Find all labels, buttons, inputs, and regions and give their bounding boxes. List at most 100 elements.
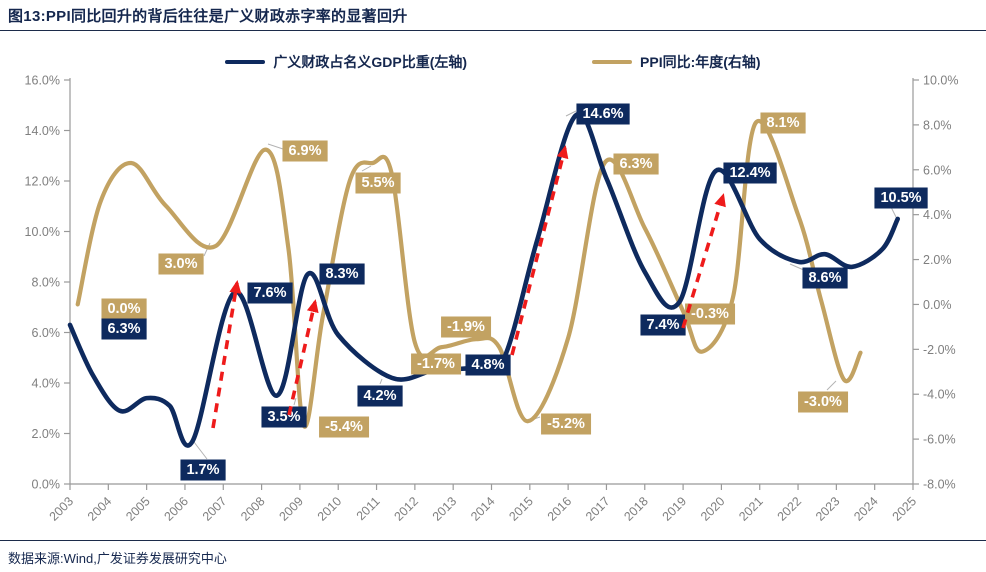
- right-axis-tick-label: -2.0%: [923, 343, 956, 357]
- trend-arrow: [287, 299, 319, 416]
- data-label-text: -0.3%: [691, 306, 729, 322]
- x-axis-tick-label: 2005: [123, 494, 153, 524]
- ppi-line: [75, 118, 863, 429]
- right-axis-tick-label: 8.0%: [923, 118, 952, 132]
- leader-line: [203, 242, 211, 257]
- data-label-box: [576, 103, 630, 125]
- data-label-text: 7.4%: [646, 317, 679, 333]
- data-label-ppi: 8.1%: [760, 112, 806, 134]
- legend-item-ppi: PPI同比:年度(右轴): [592, 52, 761, 72]
- trend-arrow: [681, 193, 726, 329]
- legend-label-ppi: PPI同比:年度(右轴): [640, 54, 761, 70]
- right-axis-tick-label: 6.0%: [923, 163, 952, 177]
- data-label-text: -5.4%: [325, 419, 363, 435]
- data-label-box: [319, 263, 365, 285]
- title-divider: [0, 30, 986, 32]
- data-label-text: 7.6%: [253, 285, 286, 301]
- data-label-box: [101, 318, 147, 340]
- legend-item-fiscal: 广义财政占名义GDP比重(左轴): [225, 52, 467, 72]
- leader-line: [379, 378, 383, 385]
- ppi-line-swatch: [592, 59, 633, 65]
- data-label-fiscal: 7.6%: [247, 282, 293, 304]
- x-axis-tick-label: 2004: [85, 494, 115, 524]
- x-axis-tick-label: 2017: [583, 494, 613, 524]
- x-axis-tick-label: 2023: [813, 494, 843, 524]
- data-label-text: 3.5%: [267, 409, 300, 425]
- data-label-box: [640, 314, 686, 336]
- data-label-box: [760, 112, 806, 134]
- data-label-text: -1.7%: [417, 356, 455, 372]
- data-label-box: [357, 385, 403, 407]
- data-label-text: 8.6%: [808, 270, 841, 286]
- data-label-fiscal: 7.4%: [640, 314, 686, 336]
- right-axis-tick-label: 0.0%: [923, 298, 952, 312]
- x-axis-tick-label: 2021: [736, 494, 766, 524]
- x-axis-tick-label: 2025: [890, 494, 920, 524]
- data-label-fiscal: 3.5%: [261, 406, 307, 428]
- data-label-box: [158, 253, 204, 275]
- data-label-text: 10.5%: [880, 190, 921, 206]
- data-label-text: -1.9%: [447, 319, 485, 335]
- trend-arrows: [211, 145, 726, 429]
- data-label-fiscal: 6.3%: [101, 318, 147, 340]
- data-label-ppi: -5.2%: [541, 413, 592, 435]
- right-axis-tick-label: 2.0%: [923, 253, 952, 267]
- right-axis-tick-label: 10.0%: [923, 74, 958, 88]
- leader-line: [267, 143, 284, 150]
- data-label-text: 8.1%: [766, 115, 799, 131]
- data-label-fiscal: 4.2%: [357, 385, 403, 407]
- trend-arrow: [211, 280, 242, 429]
- data-label-text: 14.6%: [582, 106, 623, 122]
- leader-line: [565, 110, 577, 117]
- data-label-ppi: -5.4%: [319, 416, 370, 438]
- data-label-box: [465, 354, 511, 376]
- x-axis-tick-label: 2009: [276, 494, 306, 524]
- right-axis-tick-label: -4.0%: [923, 388, 956, 402]
- footer-divider: [0, 540, 986, 542]
- x-axis-tick-label: 2012: [391, 494, 421, 524]
- data-label-ppi: 3.0%: [158, 253, 204, 275]
- data-label-fiscal: 12.4%: [723, 162, 777, 184]
- data-label-box: [180, 459, 226, 481]
- x-axis-tick-label: 2013: [430, 494, 460, 524]
- left-axis-tick-label: 2.0%: [32, 427, 61, 441]
- data-label-text: -5.2%: [547, 416, 585, 432]
- data-label-fiscal: 4.8%: [465, 354, 511, 376]
- data-label-text: 5.5%: [361, 175, 394, 191]
- trend-arrow: [510, 145, 569, 356]
- data-label-box: [613, 153, 659, 175]
- x-axis-tick-label: 2019: [660, 494, 690, 524]
- data-label-box: [355, 172, 401, 194]
- leader-line: [193, 441, 208, 460]
- data-label-box: [261, 406, 307, 428]
- x-axis-tick-label: 2006: [162, 494, 192, 524]
- data-label-text: 6.3%: [107, 321, 140, 337]
- leader-line: [361, 165, 372, 172]
- data-label-box: [541, 413, 592, 435]
- data-label-ppi: -1.7%: [411, 353, 462, 375]
- x-axis-tick-label: 2018: [621, 494, 651, 524]
- data-label-ppi: 5.5%: [355, 172, 401, 194]
- right-axis-tick-label: -8.0%: [923, 478, 956, 492]
- left-axis-tick-label: 4.0%: [32, 377, 61, 391]
- data-label-fiscal: 1.7%: [180, 459, 226, 481]
- x-axis-tick-label: 2007: [200, 494, 230, 524]
- x-axis-tick-label: 2020: [698, 494, 728, 524]
- data-label-ppi: 6.3%: [613, 153, 659, 175]
- x-axis-tick-label: 2015: [506, 494, 536, 524]
- data-label-box: [411, 353, 462, 375]
- data-label-box: [282, 140, 328, 162]
- data-label-text: 1.7%: [186, 462, 219, 478]
- x-axis-tick-label: 2010: [315, 494, 345, 524]
- data-label-ppi: -1.9%: [441, 316, 492, 338]
- data-label-box: [319, 416, 370, 438]
- data-label-box: [798, 391, 849, 413]
- data-label-text: 4.2%: [363, 388, 396, 404]
- leader-line: [826, 380, 837, 391]
- data-label-fiscal: 14.6%: [576, 103, 630, 125]
- data-label-ppi: 6.9%: [282, 140, 328, 162]
- left-axis-tick-label: 6.0%: [32, 326, 61, 340]
- data-label-text: 6.9%: [288, 143, 321, 159]
- data-label-text: -3.0%: [804, 394, 842, 410]
